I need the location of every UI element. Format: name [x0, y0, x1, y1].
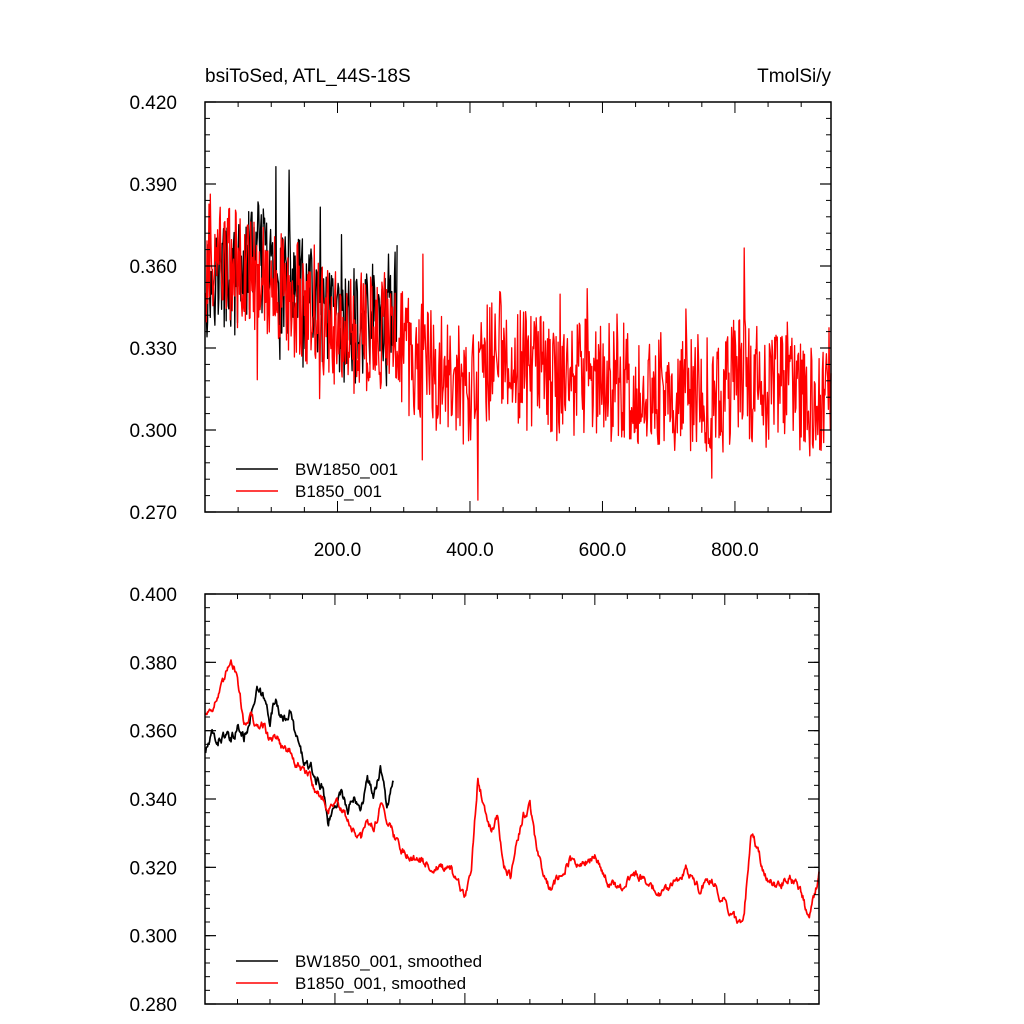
bottom-plot-frame — [204, 593, 820, 1005]
top-panel-units: TmolSi/y — [757, 66, 831, 87]
bottom-y-tick-label: 0.320 — [129, 858, 177, 879]
bottom-series-line-1 — [204, 685, 395, 827]
top-y-tick-label: 0.270 — [129, 503, 177, 524]
bottom-y-tick-label: 0.280 — [129, 995, 177, 1016]
bottom-legend: BW1850_001, smoothed B1850_001, smoothed — [236, 952, 482, 993]
top-y-tick-label: 0.300 — [129, 421, 177, 442]
top-ticks-group: 0.270 0.300 0.330 0.360 0.390 0.420 200.0 400.0… — [129, 93, 831, 561]
top-legend-label-1: BW1850_001 — [295, 460, 398, 479]
top-panel-title: bsiToSed, ATL_44S-18S — [205, 66, 411, 87]
top-panel: bsiToSed, ATL_44S-18S TmolSi/y 0.270 0.30… — [129, 66, 832, 561]
top-plot-frame — [204, 101, 832, 513]
top-legend: BW1850_001 B1850_001 — [236, 460, 398, 501]
top-y-tick-label: 0.330 — [129, 339, 177, 360]
bottom-series-line-2 — [204, 659, 820, 924]
bottom-legend-label-2: B1850_001, smoothed — [295, 974, 466, 993]
bottom-legend-label-1: BW1850_001, smoothed — [295, 952, 482, 971]
bottom-ticks-group: 0.280 0.300 0.320 0.340 0.360 0.380 0.400 — [129, 585, 819, 1016]
top-y-tick-label: 0.420 — [129, 93, 177, 114]
top-x-tick-label: 400.0 — [446, 540, 494, 561]
bottom-panel: 0.280 0.300 0.320 0.340 0.360 0.380 0.400 BW18… — [129, 585, 820, 1016]
top-x-tick-label: 600.0 — [579, 540, 627, 561]
top-y-tick-label: 0.360 — [129, 257, 177, 278]
top-y-tick-label: 0.390 — [129, 175, 177, 196]
bottom-y-tick-label: 0.360 — [129, 722, 177, 743]
bottom-y-tick-label: 0.380 — [129, 653, 177, 674]
top-x-tick-label: 200.0 — [314, 540, 362, 561]
top-x-tick-label: 800.0 — [711, 540, 759, 561]
bottom-y-tick-label: 0.400 — [129, 585, 177, 606]
top-series-group — [205, 166, 832, 501]
bottom-y-tick-label: 0.300 — [129, 927, 177, 948]
top-legend-label-2: B1850_001 — [295, 482, 382, 501]
top-series-line-2 — [205, 193, 832, 501]
bottom-series-group — [204, 659, 820, 924]
bottom-y-tick-label: 0.340 — [129, 790, 177, 811]
